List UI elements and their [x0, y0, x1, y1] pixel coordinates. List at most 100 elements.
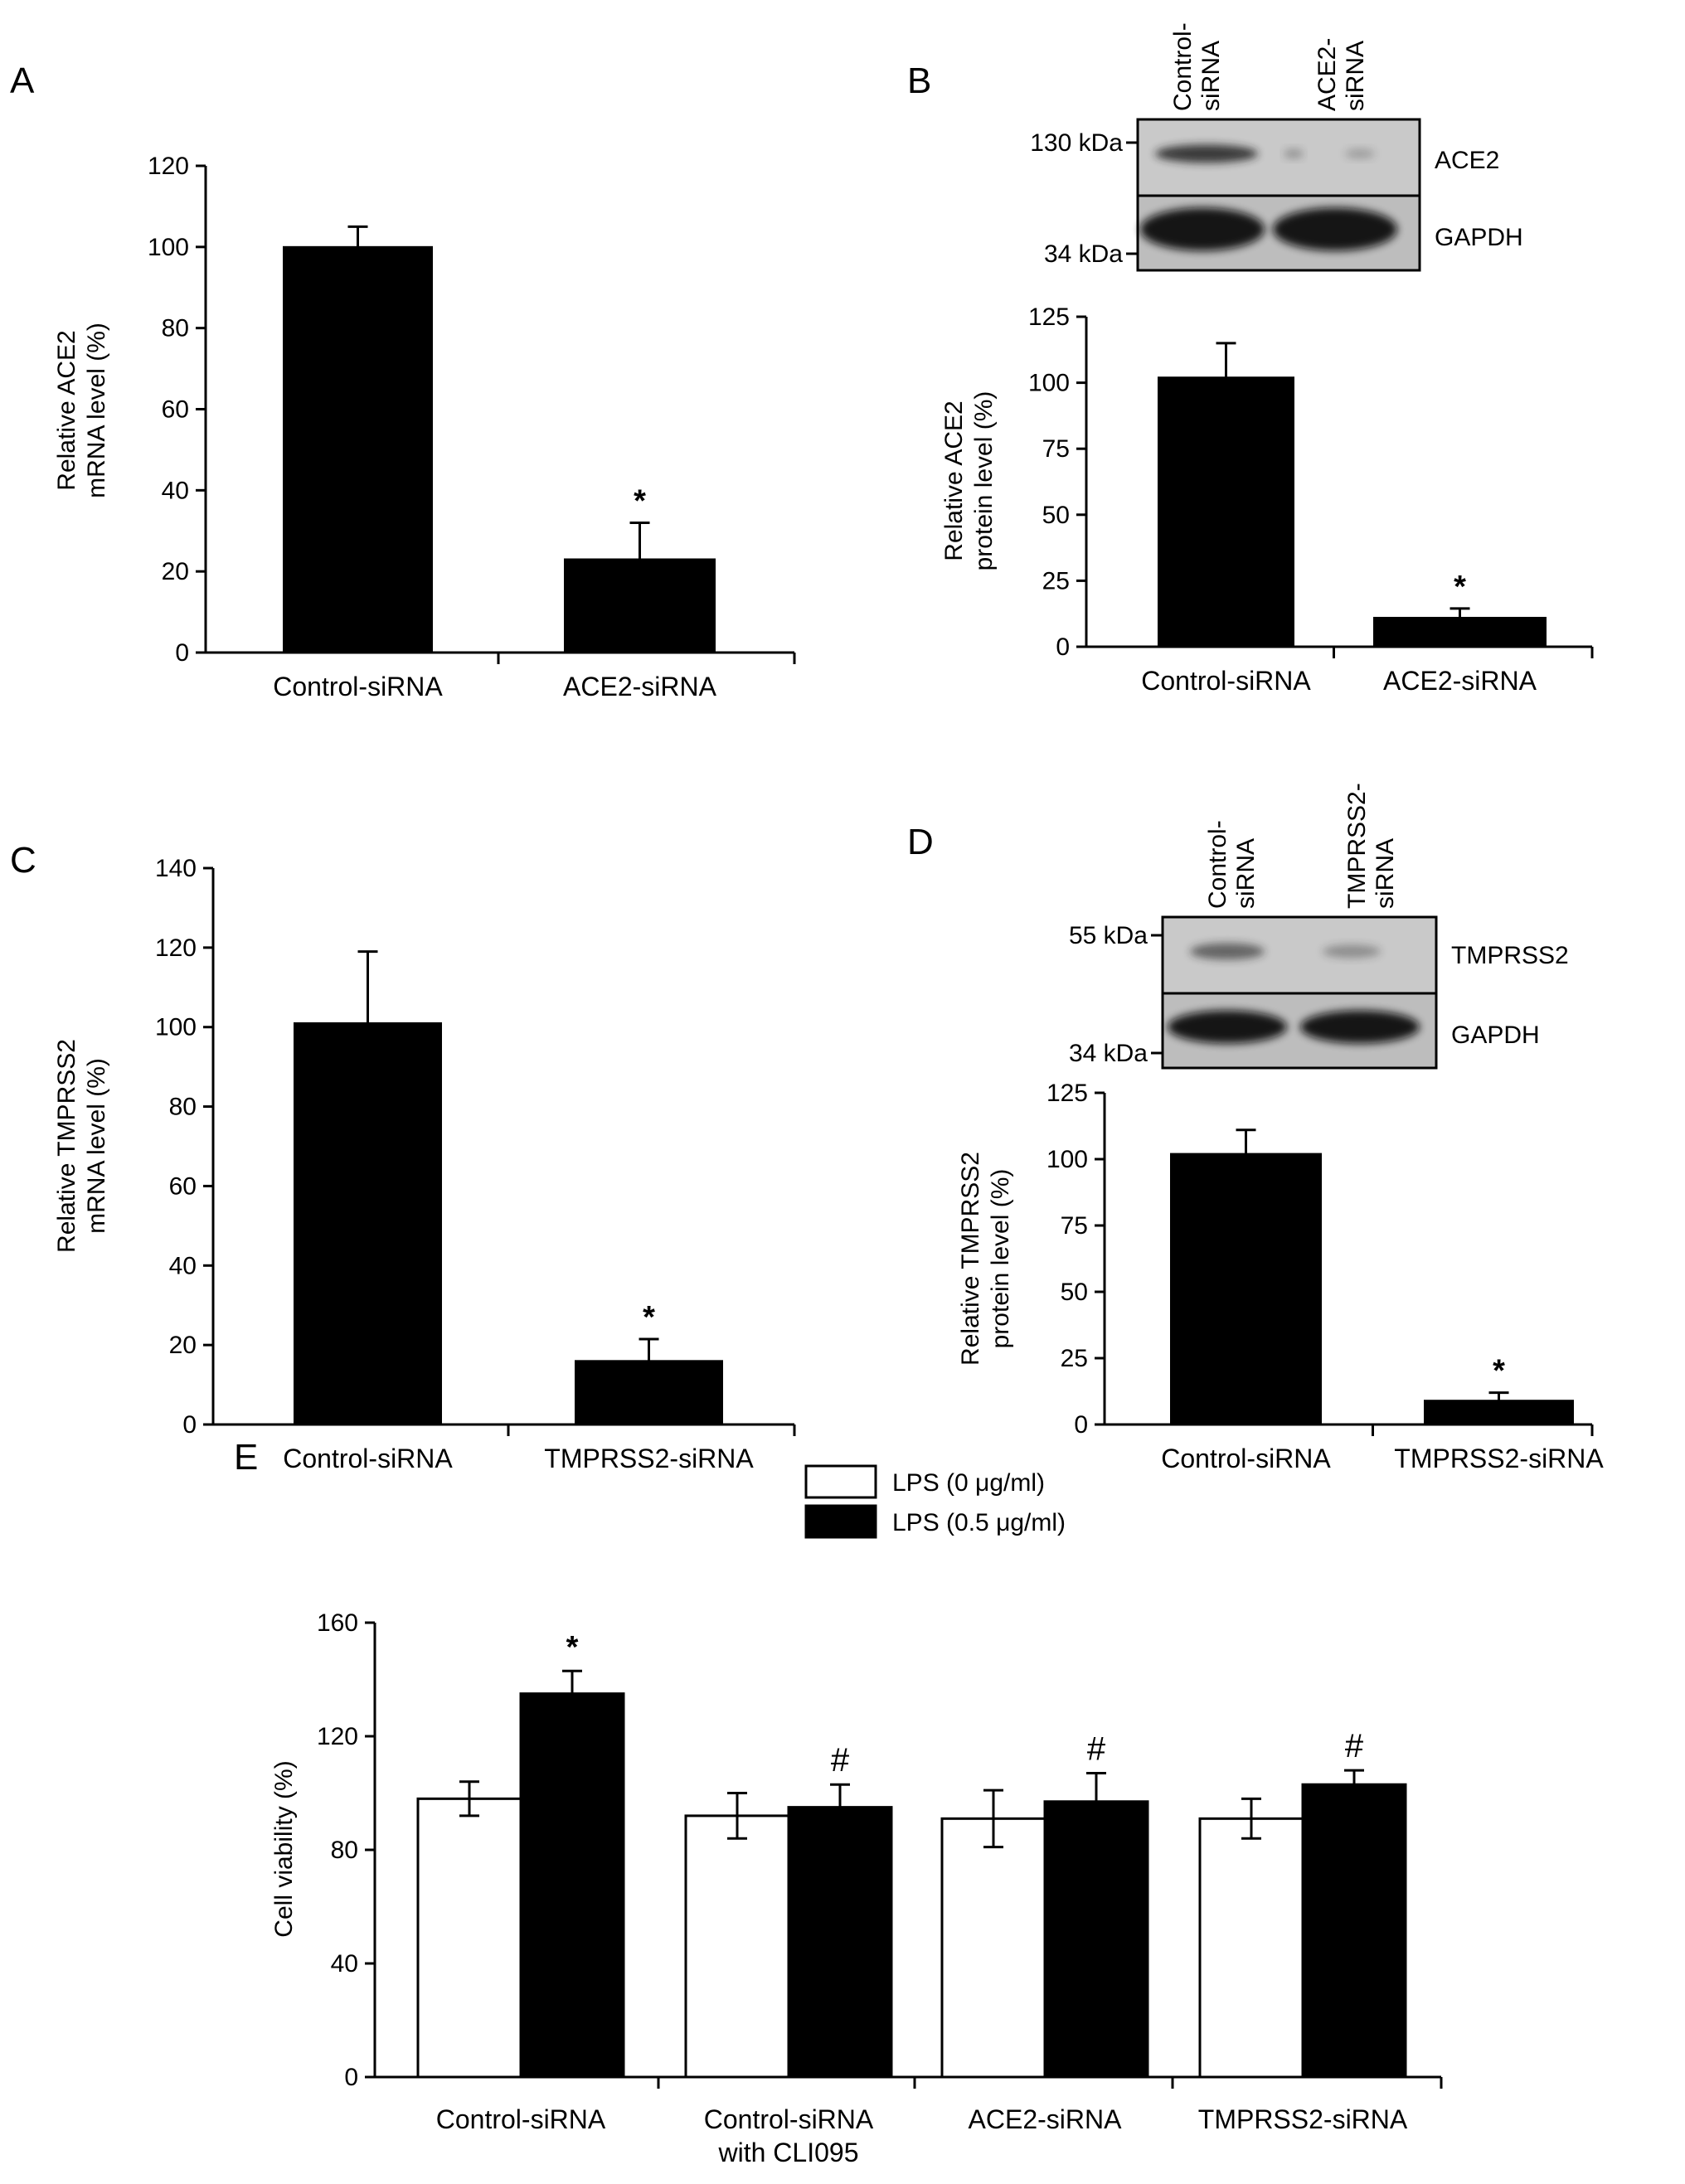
y-tick-label: 75 [1061, 1212, 1088, 1240]
significance-marker: * [1493, 1354, 1505, 1389]
blot-band [1140, 207, 1265, 251]
legend-label: LPS (0.5 μg/ml) [892, 1509, 1066, 1536]
y-tick-label: 0 [1074, 1411, 1088, 1439]
x-category-label: Control-siRNA with CLI095 [704, 2104, 874, 2167]
blot-band [1345, 148, 1375, 159]
panel-letter-a: A [10, 61, 35, 101]
y-tick-label: 40 [331, 1950, 358, 1978]
chart-a: 0 20 40 60 80 100 120 Control-siRNA * ACE2-siRNA R… [53, 153, 796, 701]
bar [519, 1692, 625, 2079]
y-tick-label: 125 [1028, 303, 1070, 331]
significance-marker: # [831, 1742, 850, 1779]
blot-lane-label: TMPRSS2-siRNA [1343, 783, 1399, 909]
blot-row-label: TMPRSS2 [1451, 942, 1569, 969]
blot-band [1155, 144, 1258, 163]
y-tick-label: 100 [155, 1014, 197, 1041]
y-tick-label: 75 [1042, 435, 1070, 463]
panel-letter-b: B [907, 61, 931, 101]
y-tick-label: 25 [1061, 1345, 1088, 1372]
y-tick-label: 0 [344, 2064, 358, 2091]
blot-row-label: GAPDH [1451, 1022, 1540, 1049]
y-axis-title: Cell viability (%) [270, 1760, 298, 1937]
y-axis-title-line: protein level (%) [987, 1169, 1014, 1349]
bar [564, 558, 716, 653]
blot-row-label: GAPDH [1435, 224, 1523, 251]
blot-marker-label: 34 kDa [1044, 240, 1123, 268]
y-tick-label: 100 [1046, 1146, 1088, 1173]
bar [416, 1797, 522, 2079]
x-category-label-line: with CLI095 [718, 2138, 859, 2167]
legend-label: LPS (0 μg/ml) [892, 1469, 1045, 1497]
blot-lane-label-line: siRNA [1197, 41, 1225, 111]
bar [1424, 1400, 1574, 1425]
significance-marker: * [566, 1630, 579, 1665]
y-axis-title-line: Relative ACE2 [940, 400, 968, 561]
y-axis-title: Relative ACE2 mRNA level (%) [53, 323, 110, 498]
x-category-label: TMPRSS2-siRNA [544, 1444, 754, 1473]
blot-marker-label: 34 kDa [1069, 1040, 1148, 1067]
x-category-label-line: ACE2-siRNA [969, 2104, 1123, 2134]
bar [1043, 1800, 1149, 2079]
significance-marker: # [1087, 1731, 1106, 1768]
y-tick-label: 80 [169, 1094, 197, 1121]
y-axis-title: Relative ACE2 protein level (%) [940, 391, 998, 571]
blot-lane-label-line: Control- [1204, 820, 1231, 909]
significance-marker: * [643, 1300, 655, 1335]
bar [575, 1360, 723, 1426]
y-axis-title: Relative TMPRSS2 mRNA level (%) [53, 1039, 110, 1253]
x-category-label: ACE2-siRNA [563, 672, 717, 701]
y-tick-label: 50 [1042, 502, 1070, 529]
blot-band [1323, 944, 1381, 959]
x-category-label: Control-siRNA [1161, 1444, 1331, 1473]
y-axis-title-line: mRNA level (%) [83, 1058, 110, 1234]
y-tick-label: 125 [1046, 1080, 1088, 1107]
blot-lane-label-line: Control- [1169, 22, 1197, 111]
y-axis-title-line: protein level (%) [970, 391, 998, 571]
y-tick-label: 60 [169, 1172, 197, 1200]
y-axis-title-line: Relative ACE2 [53, 330, 80, 490]
bar [940, 1817, 1046, 2079]
y-axis-title-line: Relative TMPRSS2 [957, 1152, 984, 1366]
y-tick-label: 80 [331, 1837, 358, 1864]
y-tick-label: 80 [162, 315, 189, 342]
blot-lane-label-line: siRNA [1342, 41, 1369, 111]
x-category-label: TMPRSS2-siRNA [1394, 1444, 1604, 1473]
y-axis-title: Relative TMPRSS2 protein level (%) [957, 1152, 1014, 1366]
blot-band [1284, 148, 1304, 159]
legend-e: LPS (0 μg/ml) LPS (0.5 μg/ml) [804, 1464, 1066, 1539]
y-axis-title-line: Relative TMPRSS2 [53, 1039, 80, 1253]
bar [294, 1022, 442, 1425]
y-tick-label: 20 [169, 1332, 197, 1359]
significance-marker: * [634, 483, 646, 518]
blot-band [1190, 943, 1265, 960]
blot-band [1168, 1010, 1287, 1044]
y-tick-label: 160 [317, 1609, 358, 1637]
bar [684, 1814, 790, 2079]
y-tick-label: 120 [148, 153, 189, 180]
blot-band [1273, 207, 1397, 251]
x-category-label: Control-siRNA [1141, 666, 1311, 696]
panel-letter-c: C [10, 840, 36, 881]
blot-marker-label: 55 kDa [1069, 922, 1148, 949]
y-tick-label: 60 [162, 396, 189, 424]
y-tick-label: 25 [1042, 567, 1070, 595]
y-tick-label: 100 [148, 234, 189, 261]
blot-marker-label: 130 kDa [1030, 129, 1123, 157]
blot-d: 55 kDa 34 kDa TMPRSS2 GAPDH Control-siRNA TMP… [1069, 783, 1569, 1070]
x-category-label: ACE2-siRNA [1383, 666, 1537, 696]
x-category-label: Control-siRNA [273, 672, 443, 701]
y-tick-label: 0 [1056, 633, 1070, 661]
blot-lane-label-line: TMPRSS2- [1343, 783, 1371, 909]
x-category-label: ACE2-siRNA [969, 2104, 1123, 2134]
chart-c: 0 20 40 60 80 100 120 140 Control-siRNA * TMPRSS2-… [53, 855, 796, 1473]
significance-marker: * [1454, 570, 1466, 604]
blot-row-label: ACE2 [1435, 147, 1499, 174]
blot-band [1300, 1010, 1420, 1044]
y-tick-label: 50 [1061, 1279, 1088, 1306]
panel-letter-d: D [907, 822, 934, 862]
x-category-label-line: Control-siRNA [436, 2104, 606, 2134]
bar [1158, 376, 1294, 648]
blot-lane-label: Control-siRNA [1204, 820, 1260, 909]
